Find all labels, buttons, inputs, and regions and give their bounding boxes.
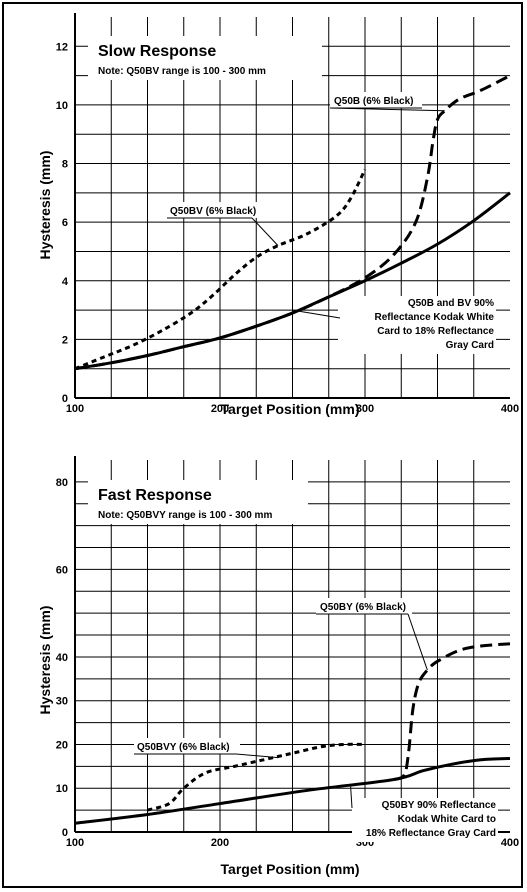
annotation-q50by-90-line1: Q50BY 90% Reflectance	[382, 800, 497, 811]
y-tick-label: 20	[56, 739, 68, 751]
title-box	[88, 480, 308, 524]
annotation-q50b-bv-line3: Card to 18% Reflectance	[377, 326, 494, 337]
annotation-bg	[338, 296, 496, 354]
x-axis-title: Target Position (mm)	[221, 861, 360, 877]
y-tick-label: 6	[62, 217, 68, 229]
annotation-q50b: Q50B (6% Black)	[334, 96, 413, 107]
annotation-q50b-bv-line2: Reflectance Kodak White	[375, 312, 495, 323]
y-tick-label: 4	[62, 276, 69, 288]
annotation-q50by-90-line3: 18% Reflectance Gray Card	[366, 828, 496, 839]
annotation-bg	[352, 798, 498, 842]
annotation-q50bv: Q50BV (6% Black)	[170, 206, 256, 217]
y-tick-label: 0	[62, 393, 68, 405]
chart-title: Fast Response	[98, 487, 212, 504]
annotation-q50b-bv-line1: Q50B and BV 90%	[408, 298, 494, 309]
annotation-q50bvy: Q50BVY (6% Black)	[137, 742, 230, 753]
series-line	[74, 74, 511, 371]
annotation-bg	[330, 92, 422, 108]
x-tick-label: 400	[501, 403, 519, 415]
chart-slow-response: Slow Response Note: Q50BV range is 100 -…	[37, 13, 519, 417]
y-tick-label: 12	[56, 41, 68, 53]
chart-note: Note: Q50BVY range is 100 - 300 mm	[98, 510, 272, 521]
series-line	[74, 756, 511, 825]
y-tick-label: 10	[56, 100, 68, 112]
y-tick-label: 0	[62, 827, 68, 839]
leader-line	[329, 107, 445, 112]
y-tick-label: 40	[56, 652, 68, 664]
x-tick-label: 300	[356, 403, 374, 415]
y-tick-label: 2	[62, 334, 68, 346]
leader-line	[350, 784, 353, 809]
annotation-q50b-bv-line4: Gray Card	[446, 340, 494, 351]
annotation-bg	[167, 202, 267, 218]
y-tick-label: 30	[56, 696, 68, 708]
series-line	[147, 742, 366, 812]
x-tick-label: 100	[66, 837, 84, 849]
annotation-bg	[134, 738, 240, 754]
series-line	[393, 642, 511, 781]
leader-line	[235, 753, 279, 759]
leader-line	[407, 613, 428, 671]
chart-fast-response: Fast Response Note: Q50BVY range is 100 …	[37, 456, 519, 877]
x-tick-label: 200	[211, 837, 229, 849]
x-axis-title: Target Position (mm)	[221, 401, 360, 417]
chart-title: Slow Response	[98, 43, 216, 60]
x-tick-label: 100	[66, 403, 84, 415]
annotation-bg	[316, 598, 412, 614]
y-tick-label: 8	[62, 159, 68, 171]
title-box	[88, 36, 322, 80]
annotation-q50by-90-line2: Kodak White Card to	[398, 814, 496, 825]
y-axis-title: Hysteresis (mm)	[37, 606, 53, 715]
grid	[74, 456, 510, 833]
y-tick-label: 10	[56, 783, 68, 795]
leader-line	[292, 309, 341, 319]
series-group	[74, 642, 511, 825]
leader-line	[251, 217, 279, 246]
chart-note: Note: Q50BV range is 100 - 300 mm	[98, 66, 266, 77]
y-axis-title: Hysteresis (mm)	[37, 151, 53, 260]
x-tick-label: 200	[211, 403, 229, 415]
x-tick-label: 400	[501, 837, 519, 849]
y-tick-label: 60	[56, 564, 68, 576]
series-group	[74, 74, 511, 371]
y-tick-label: 80	[56, 477, 68, 489]
annotation-q50by: Q50BY (6% Black)	[320, 602, 406, 613]
tick-labels: 100 200 300 400 0 2 4 6 8 10 12	[56, 41, 519, 415]
